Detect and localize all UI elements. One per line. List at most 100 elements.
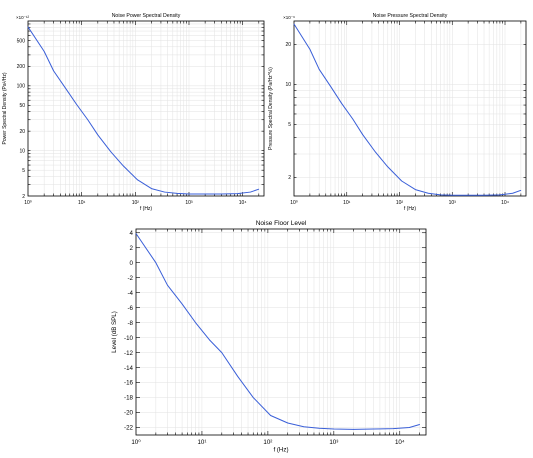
data-point <box>270 415 271 416</box>
y-tick-label: 2 <box>288 175 291 181</box>
x-axis-label: f (Hz) <box>404 206 417 212</box>
data-point <box>293 23 295 25</box>
data-point <box>123 165 124 167</box>
data-point <box>318 68 320 70</box>
series-line <box>27 26 259 195</box>
data-point <box>209 339 210 341</box>
data-point <box>252 397 254 398</box>
x-tick-label: 10⁰ <box>290 200 298 206</box>
y-tick-label: 200 <box>17 64 26 70</box>
data-point <box>188 193 190 195</box>
data-point <box>221 352 223 353</box>
data-point <box>237 193 238 194</box>
data-point <box>451 194 453 196</box>
x-tick-label: 10¹ <box>343 200 351 206</box>
data-point <box>258 188 260 190</box>
data-point <box>512 192 514 194</box>
y-tick-label: 5 <box>288 122 291 128</box>
data-point <box>440 194 441 196</box>
y-tick-label: 20 <box>285 42 291 48</box>
chart-level: 10⁰ 10¹ 10² 10³ 10⁴ 4 2 0 -2 -4 -6 -8 -10 -12 -14 -16 -1… <box>111 220 427 453</box>
data-point <box>155 262 157 264</box>
y-tick-label: 0 <box>130 260 134 267</box>
x-axis-label: f (Hz) <box>273 446 288 453</box>
y-tick-label: -10 <box>124 335 134 342</box>
y-tick-label: 500 <box>17 38 26 44</box>
x-tick-label: 10¹ <box>197 439 206 446</box>
x-tick-label: 10² <box>132 200 140 206</box>
x-tick-label: 10³ <box>329 439 338 446</box>
x-tick-label: 10⁴ <box>395 439 405 446</box>
data-point <box>499 194 501 196</box>
y-tick-label: -18 <box>124 395 134 402</box>
data-point <box>151 188 152 189</box>
data-point <box>401 180 403 182</box>
chart-psd: 10⁰ 10¹ 10² 10³ 10⁴ 2 5 10 20 50 100 200 500 Noise Po… <box>2 13 265 212</box>
data-point <box>43 51 45 52</box>
data-point <box>250 191 251 193</box>
x-tick-label: 10³ <box>449 200 457 206</box>
y-tick-label: 20 <box>19 129 25 135</box>
y-tick-label: 10 <box>285 82 291 88</box>
plot-frame <box>27 20 265 197</box>
data-point <box>352 118 354 120</box>
x-tick-label: 10² <box>396 200 404 206</box>
data-point <box>353 429 355 430</box>
data-point <box>520 189 522 191</box>
y-tick-label: -8 <box>127 320 133 327</box>
x-tick-label: 10² <box>263 439 272 446</box>
y-tick-label: 2 <box>22 194 25 200</box>
data-point <box>137 179 138 181</box>
data-point <box>330 86 332 88</box>
x-tick-label: 10³ <box>185 200 193 206</box>
data-point <box>76 103 77 105</box>
data-point <box>309 48 311 50</box>
data-point <box>287 422 289 424</box>
y-axis-label: Pressure Spectral Density (Pa/Hz^½) <box>267 67 274 150</box>
y-axis-label: Power Spectral Density (Pa²/Hz) <box>2 72 8 144</box>
chart-title: Noise Floor Level <box>256 220 307 227</box>
x-tick-label: 10⁰ <box>131 439 141 446</box>
data-point <box>164 191 165 193</box>
grid-psd <box>28 21 264 196</box>
data-point <box>467 194 469 196</box>
data-point <box>53 70 54 72</box>
y-tick-label: -4 <box>127 290 133 297</box>
y-tick-label: -16 <box>124 380 134 387</box>
data-point <box>65 87 66 89</box>
data-point <box>375 151 376 153</box>
x-tick-label: 10¹ <box>78 200 86 206</box>
data-point <box>195 322 196 323</box>
data-point <box>27 26 29 28</box>
y-tick-label: -22 <box>124 425 134 432</box>
grid-level <box>136 229 426 435</box>
data-point <box>303 426 305 428</box>
data-point <box>87 119 89 121</box>
data-point <box>110 151 112 153</box>
data-point <box>341 103 342 104</box>
y-exponent-label: ×10⁻⁶ <box>283 15 295 20</box>
plot-frame <box>135 228 427 436</box>
data-point <box>387 166 389 168</box>
data-point <box>483 194 485 196</box>
data-point <box>393 428 394 429</box>
data-point <box>318 427 320 429</box>
grid-pressure <box>294 21 526 196</box>
y-tick-label: -14 <box>124 365 134 372</box>
y-tick-label: 10 <box>19 148 25 154</box>
y-tick-label: 5 <box>22 168 25 174</box>
y-tick-label: 50 <box>19 103 25 109</box>
data-point <box>415 189 416 190</box>
y-tick-label: -6 <box>127 305 133 312</box>
data-point <box>167 284 168 286</box>
data-point <box>176 192 178 194</box>
data-point <box>135 233 137 234</box>
x-tick-label: 10⁴ <box>501 200 509 206</box>
y-exponent-label: ×10⁻¹² <box>16 15 30 20</box>
data-point <box>181 303 183 305</box>
y-tick-label: -20 <box>124 410 134 417</box>
data-point <box>419 424 420 425</box>
chart-title: Noise Pressure Spectral Density <box>373 13 448 19</box>
data-point <box>204 193 206 195</box>
